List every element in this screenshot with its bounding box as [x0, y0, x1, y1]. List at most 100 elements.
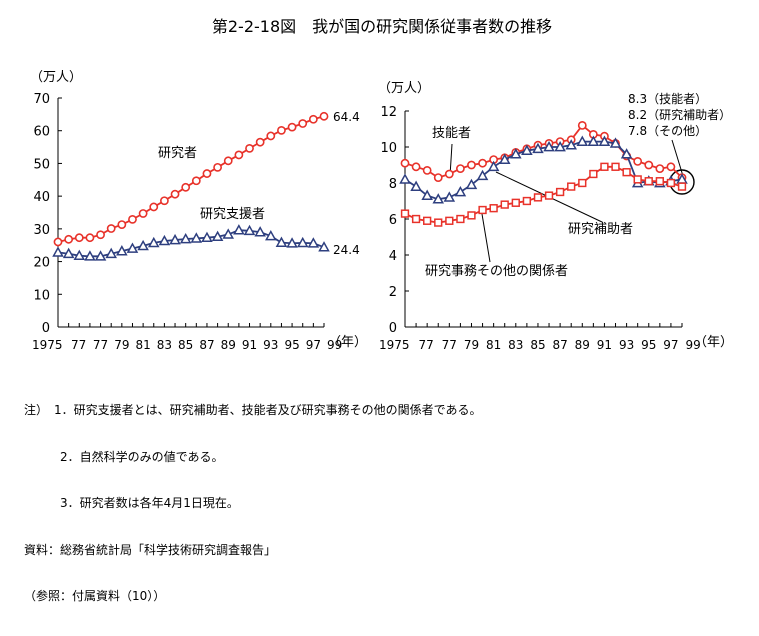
- right-point-技能者: [577, 121, 587, 130]
- right-point-研究事務その他の関係者: [423, 216, 432, 225]
- left-x-tick-label: 81: [135, 338, 150, 352]
- right-x-tick-label: 93: [619, 338, 634, 352]
- right-point-研究事務その他の関係者: [633, 175, 642, 184]
- figure: 第2-2-18図 我が国の研究関係従事者数の推移 （万人） （年） 研究者 研究…: [24, 17, 733, 603]
- chart-canvas: 第2-2-18図 我が国の研究関係従事者数の推移 （万人） （年） 研究者 研究…: [30, 17, 733, 352]
- left-point-研究支援者: [169, 233, 181, 245]
- right-y-tick-label: 4: [389, 249, 397, 264]
- right-point-研究補助者: [554, 140, 566, 152]
- right-point-研究事務その他の関係者: [555, 187, 565, 197]
- left-x-tick-label: 83: [157, 338, 172, 352]
- right-x-tick-label: 1975: [379, 338, 410, 352]
- left-point-研究者: [287, 122, 297, 132]
- left-point-研究者: [266, 131, 276, 141]
- right-x-axis-label: （年）: [694, 335, 733, 350]
- right-point-研究補助者: [443, 191, 456, 202]
- left-point-研究者: [234, 150, 244, 160]
- right-point-研究補助者: [620, 148, 633, 159]
- left-x-tick-label: 95: [284, 338, 299, 352]
- right-series-label-その他: 研究事務その他の関係者: [425, 264, 568, 279]
- left-y-tick-label: 70: [33, 92, 50, 107]
- left-point-研究者: [149, 202, 159, 212]
- right-point-研究事務その他の関係者: [677, 182, 687, 191]
- right-point-研究事務その他の関係者: [655, 177, 664, 186]
- left-x-tick-label: 97: [306, 338, 321, 352]
- left-y-tick-label: 30: [33, 223, 50, 238]
- left-end-label-研究支援者: 24.4: [333, 243, 360, 257]
- left-point-研究者: [202, 169, 212, 178]
- right-point-研究事務その他の関係者: [611, 162, 620, 171]
- left-end-label-研究者: 64.4: [333, 110, 360, 124]
- figure-title: 第2-2-18図 我が国の研究関係従事者数の推移: [212, 17, 552, 36]
- left-y-tick-label: 10: [33, 288, 50, 303]
- right-point-研究補助者: [498, 153, 511, 164]
- left-point-研究者: [64, 234, 74, 244]
- left-point-研究者: [96, 230, 105, 240]
- right-point-研究補助者: [587, 135, 600, 146]
- right-point-研究補助者: [543, 140, 555, 152]
- right-x-tick-label: 89: [575, 338, 590, 352]
- note-line: 3．研究者数は各年4月1日現在。: [24, 496, 239, 510]
- right-series-line-研究補助者: [404, 140, 683, 201]
- right-point-研究事務その他の関係者: [445, 216, 454, 225]
- left-point-研究者: [255, 137, 265, 147]
- left-point-研究者: [319, 111, 329, 121]
- right-point-研究事務その他の関係者: [400, 209, 410, 218]
- right-x-tick-label: 77: [418, 338, 433, 352]
- right-point-研究補助者: [598, 135, 611, 146]
- left-point-研究支援者: [126, 242, 139, 253]
- right-point-技能者: [478, 158, 487, 168]
- left-point-研究支援者: [265, 230, 277, 241]
- left-point-研究支援者: [275, 236, 288, 247]
- left-point-研究者: [138, 209, 148, 218]
- right-point-研究補助者: [532, 142, 544, 154]
- left-point-研究支援者: [211, 230, 224, 242]
- right-point-研究事務その他の関係者: [578, 178, 587, 188]
- right-point-研究事務その他の関係者: [434, 218, 443, 227]
- left-point-研究者: [245, 143, 254, 153]
- left-point-研究支援者: [73, 249, 86, 261]
- left-point-研究支援者: [233, 224, 245, 235]
- left-y-tick-label: 0: [42, 321, 50, 336]
- left-point-研究支援者: [179, 232, 192, 244]
- right-end-label-研究補助者: 8.2（研究補助者）: [628, 107, 731, 122]
- right-point-研究補助者: [521, 144, 533, 155]
- right-point-技能者: [467, 160, 476, 170]
- right-point-研究補助者: [510, 148, 522, 159]
- right-end-label-その他: 7.8（その他）: [628, 124, 707, 138]
- right-point-研究事務その他の関係者: [522, 196, 532, 206]
- right-point-研究事務その他の関係者: [589, 169, 598, 179]
- left-point-研究支援者: [254, 226, 266, 237]
- right-point-研究事務その他の関係者: [511, 198, 520, 207]
- right-x-tick-label: 85: [530, 338, 545, 352]
- right-point-技能者: [411, 162, 421, 172]
- left-point-研究支援者: [243, 224, 256, 236]
- left-x-tick-label: 91: [242, 338, 257, 352]
- left-point-研究者: [277, 125, 286, 135]
- right-x-tick-label: 81: [486, 338, 501, 352]
- right-point-研究補助者: [421, 189, 433, 200]
- left-point-研究支援者: [318, 241, 330, 252]
- left-x-tick-label: 85: [178, 338, 193, 352]
- right-point-研究補助者: [399, 173, 411, 184]
- right-point-研究補助者: [609, 137, 622, 148]
- left-point-研究支援者: [137, 239, 149, 251]
- left-y-axis-label: （万人）: [30, 70, 82, 85]
- right-point-研究事務その他の関係者: [600, 162, 609, 171]
- right-point-研究事務その他の関係者: [644, 177, 653, 186]
- left-series-label-研究者: 研究者: [158, 146, 197, 161]
- left-x-tick-label: 77: [93, 338, 108, 352]
- right-point-研究事務その他の関係者: [567, 182, 576, 191]
- right-x-tick-label: 87: [552, 338, 567, 352]
- left-point-研究者: [170, 189, 180, 199]
- right-point-研究補助者: [487, 160, 500, 172]
- left-point-研究者: [106, 224, 116, 233]
- right-x-tick-label: 95: [641, 338, 656, 352]
- left-point-研究者: [53, 237, 63, 247]
- right-point-研究事務その他の関係者: [456, 214, 465, 224]
- left-point-研究支援者: [147, 236, 160, 248]
- right-point-研究事務その他の関係者: [666, 178, 676, 188]
- right-point-研究事務その他の関係者: [500, 200, 509, 209]
- right-point-研究事務その他の関係者: [544, 191, 554, 200]
- right-point-研究事務その他の関係者: [622, 168, 631, 177]
